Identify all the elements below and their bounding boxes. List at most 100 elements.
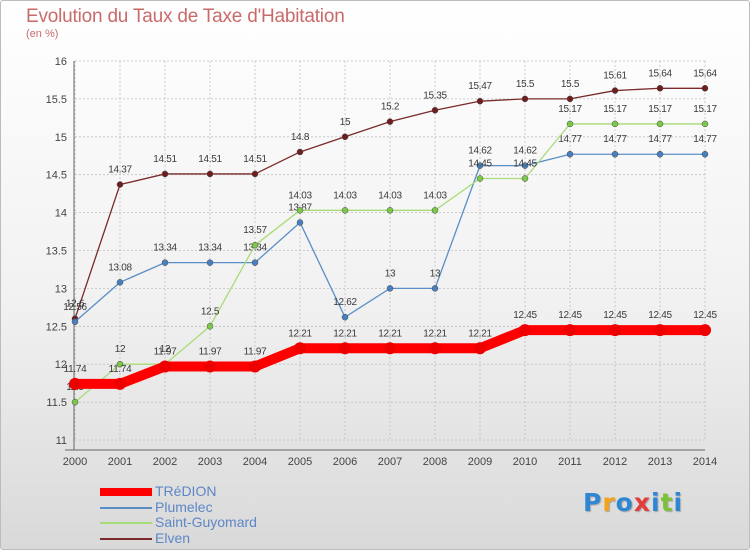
data-label: 11.97 <box>199 346 223 357</box>
data-label: 12.45 <box>603 310 627 321</box>
data-point <box>114 377 126 390</box>
data-point <box>339 342 351 355</box>
x-tick-label: 2009 <box>468 456 492 468</box>
data-point <box>431 207 439 214</box>
data-label: 15.64 <box>693 68 717 79</box>
y-tick-label: 15 <box>55 132 67 144</box>
data-label: 15.47 <box>468 81 492 92</box>
data-label: 12.21 <box>378 328 402 339</box>
data-label: 12.45 <box>648 310 672 321</box>
data-label: 14.77 <box>693 134 717 145</box>
data-point <box>251 241 259 249</box>
data-label: 14.77 <box>648 134 672 145</box>
data-point <box>71 318 79 326</box>
data-label: 11.74 <box>64 364 88 375</box>
data-point <box>701 85 709 92</box>
legend-label: Saint-Guyomard <box>155 514 257 530</box>
data-point <box>701 120 709 128</box>
data-point <box>341 313 349 321</box>
data-label: 12.21 <box>468 328 492 339</box>
data-point <box>251 170 259 178</box>
data-point <box>206 323 214 330</box>
y-tick-label: 11 <box>56 435 67 447</box>
data-point <box>296 219 304 226</box>
data-label: 15 <box>340 117 351 128</box>
data-point <box>386 207 394 214</box>
legend-label: TRéDION <box>155 483 217 499</box>
legend-label: Plumelec <box>155 498 213 515</box>
chart-subtitle: (en %) <box>26 28 59 40</box>
data-label: 14.77 <box>603 134 627 145</box>
data-point <box>656 85 664 92</box>
data-label: 14.62 <box>513 146 537 157</box>
data-point <box>609 324 621 337</box>
legend-item: Elven <box>100 529 340 547</box>
data-label: 12.21 <box>333 328 357 339</box>
data-label: 11.97 <box>154 346 178 357</box>
logo-letter: i <box>651 488 661 517</box>
data-label: 13 <box>430 268 441 279</box>
data-label: 13 <box>385 268 396 279</box>
legend-item: TRéDION <box>100 484 340 500</box>
data-label: 14.45 <box>468 158 492 169</box>
legend-item: Saint-Guyomard <box>100 515 340 531</box>
chart-legend: TRéDION Plumelec Saint-Guyomard Elven <box>100 484 340 546</box>
legend-swatch <box>100 488 152 496</box>
data-label: 15.5 <box>561 79 580 90</box>
data-label: 11.97 <box>244 346 268 357</box>
x-tick-label: 2013 <box>648 456 672 468</box>
data-label: 15.17 <box>558 104 582 115</box>
data-label: 12 <box>160 344 171 355</box>
data-point <box>429 342 441 355</box>
data-label: 15.35 <box>423 90 447 101</box>
data-label: 15.17 <box>603 104 627 115</box>
data-point <box>564 324 576 337</box>
logo-letter: t <box>660 488 674 517</box>
data-label: 11.74 <box>109 364 133 375</box>
data-point <box>699 324 711 337</box>
y-tick-label: 15.5 <box>46 94 67 106</box>
logo-letter: P <box>583 488 603 517</box>
data-point <box>251 259 259 266</box>
legend-item: Plumelec <box>100 498 340 516</box>
data-point <box>654 324 666 337</box>
data-point <box>161 170 169 178</box>
x-tick-label: 2004 <box>243 456 267 468</box>
data-point <box>296 148 304 156</box>
x-tick-label: 2010 <box>513 456 537 468</box>
data-point <box>159 360 171 373</box>
x-tick-label: 2001 <box>108 456 132 468</box>
data-label: 14.03 <box>288 190 312 201</box>
data-point <box>519 324 531 337</box>
data-label: 14.37 <box>108 165 132 176</box>
data-point <box>69 377 81 390</box>
data-label: 15.64 <box>648 68 672 79</box>
data-point <box>431 107 439 114</box>
legend-swatch <box>100 537 152 540</box>
data-label: 14.51 <box>198 154 222 165</box>
data-point <box>341 207 349 214</box>
data-label: 13.57 <box>243 225 267 236</box>
legend-swatch <box>100 506 152 509</box>
data-point <box>476 97 484 105</box>
logo-letter: x <box>633 488 651 517</box>
x-tick-label: 2003 <box>198 456 222 468</box>
logo-letter: i <box>673 488 684 517</box>
data-point <box>294 342 306 355</box>
data-label: 12 <box>115 344 126 355</box>
data-label: 14.77 <box>558 134 582 145</box>
data-label: 15.5 <box>516 79 535 90</box>
legend-label: Elven <box>155 529 191 546</box>
data-point <box>341 133 349 141</box>
x-tick-label: 2002 <box>153 456 177 468</box>
data-point <box>611 87 619 94</box>
data-point <box>296 207 304 214</box>
data-point <box>566 120 574 128</box>
data-label: 12.62 <box>333 297 357 308</box>
data-point <box>386 285 394 292</box>
data-label: 12.21 <box>423 328 447 339</box>
data-point <box>656 120 664 128</box>
legend-swatch <box>100 522 152 524</box>
